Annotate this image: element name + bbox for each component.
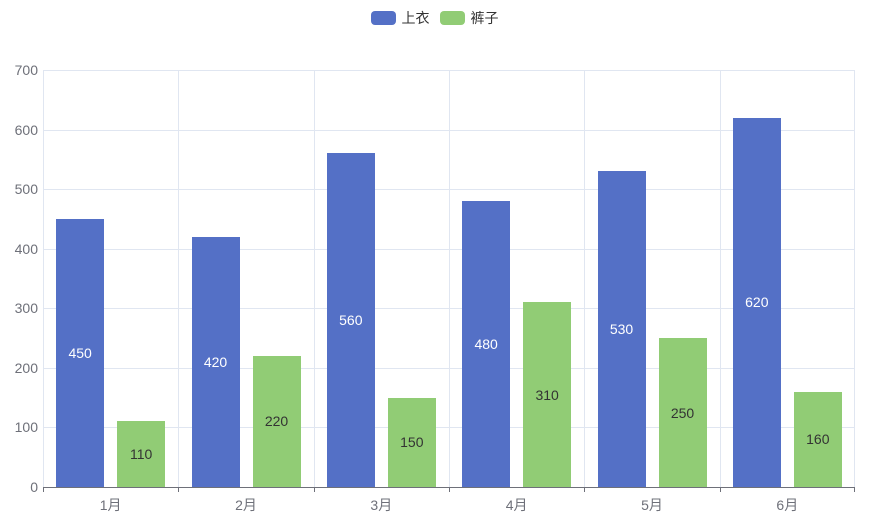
bar-value-label: 150	[400, 434, 424, 451]
bar-value-label: 450	[68, 344, 92, 361]
gridline-vertical	[720, 70, 721, 487]
x-axis-tick	[449, 487, 450, 492]
x-axis-tick-label: 2月	[235, 497, 257, 513]
bar-tops-5月[interactable]: 530	[597, 171, 646, 487]
y-axis-tick-label: 100	[14, 419, 38, 436]
bar-tops-2月[interactable]: 420	[191, 236, 240, 487]
legend: 上衣 裤子	[0, 10, 869, 26]
x-axis-tick	[314, 487, 315, 492]
gridline-vertical	[584, 70, 585, 487]
legend-swatch-icon	[439, 11, 465, 25]
x-axis-tick-label: 5月	[641, 497, 663, 513]
bar-pants-3月[interactable]: 150	[387, 397, 436, 487]
bar-value-label: 560	[339, 312, 363, 329]
bar-tops-1月[interactable]: 450	[56, 218, 105, 487]
bar-value-label: 530	[609, 321, 634, 338]
bar-pants-1月[interactable]: 110	[117, 421, 166, 487]
bar-value-label: 110	[129, 446, 153, 463]
gridline-vertical	[314, 70, 315, 487]
legend-swatch-icon	[370, 11, 396, 25]
bar-value-label: 310	[535, 386, 559, 403]
bar-value-label: 160	[806, 431, 830, 448]
bar-tops-3月[interactable]: 560	[326, 153, 375, 487]
bar-value-label: 250	[670, 404, 695, 421]
bar-tops-4月[interactable]: 480	[462, 201, 511, 487]
legend-label: 上衣	[401, 10, 430, 26]
y-axis-tick-label: 200	[14, 359, 38, 376]
bar-pants-4月[interactable]: 310	[523, 302, 572, 487]
bar-pants-6月[interactable]: 160	[793, 391, 842, 487]
legend-label: 裤子	[470, 10, 499, 26]
x-axis-tick	[43, 487, 44, 492]
x-axis-tick-label: 6月	[776, 497, 799, 513]
gridline-vertical	[449, 70, 450, 487]
gridline-vertical	[178, 70, 179, 487]
x-axis-tick-label: 4月	[505, 497, 528, 513]
y-axis-tick-label: 700	[14, 62, 38, 78]
x-axis-tick	[720, 487, 721, 492]
legend-item-pants[interactable]: 裤子	[439, 10, 499, 26]
bar-value-label: 480	[474, 336, 498, 353]
bar-value-label: 620	[745, 294, 769, 311]
legend-item-tops[interactable]: 上衣	[370, 10, 430, 26]
y-axis-tick-label: 0	[30, 479, 38, 495]
bar-pants-2月[interactable]: 220	[252, 355, 301, 487]
x-axis-tick	[178, 487, 179, 492]
y-axis-tick-label: 600	[14, 121, 38, 138]
x-axis-tick	[854, 487, 855, 492]
gridline-vertical	[854, 70, 855, 487]
y-axis-tick-label: 400	[14, 240, 38, 257]
x-axis-tick-label: 3月	[370, 497, 393, 513]
y-axis-tick-label: 300	[14, 300, 38, 317]
bar-tops-6月[interactable]: 620	[732, 117, 781, 487]
bar-value-label: 420	[203, 353, 228, 370]
y-axis-tick-label: 500	[14, 181, 38, 198]
x-axis-tick	[584, 487, 585, 492]
bar-value-label: 220	[264, 413, 289, 430]
plot-area: 450 420 560 480 530 620 110 220 150 310 250 160 1月 2月…	[43, 70, 855, 513]
gridline-vertical	[43, 70, 44, 487]
x-axis-tick-label: 1月	[99, 497, 122, 513]
bar-pants-5月[interactable]: 250	[658, 338, 707, 487]
